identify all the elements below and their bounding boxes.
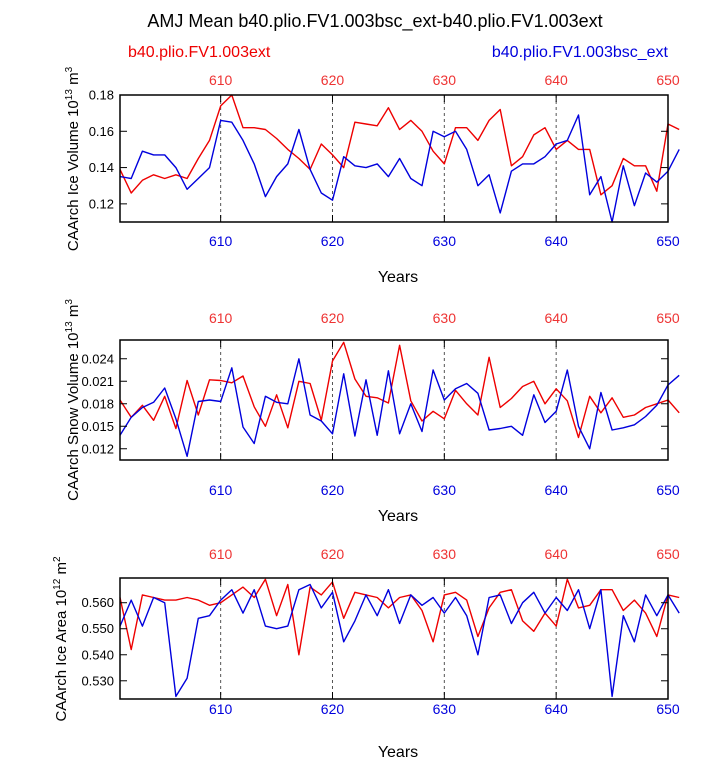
y-axis-label-part: m	[65, 305, 82, 322]
series-line-red	[119, 578, 680, 656]
y-tick-label: 0.015	[81, 419, 114, 434]
plot-frame	[119, 94, 669, 223]
legend-left: b40.plio.FV1.003ext	[128, 44, 271, 61]
x-tick-label-bottom: 640	[544, 233, 568, 249]
panel-2: 0.012 0.015 0.018 0.021 0.024 610 610 620 620 630…	[64, 299, 680, 525]
y-tick-label: 0.16	[89, 124, 114, 139]
x-tick-label-top: 630	[433, 546, 457, 562]
x-tick-label-top: 640	[544, 72, 568, 88]
y-tick-label: 0.14	[89, 160, 114, 175]
x-tick-label-bottom: 650	[656, 701, 680, 717]
panel-1: 0.12 0.14 0.16 0.18 610 610 620 620 630 630 640 640…	[64, 66, 680, 286]
x-tick-label-bottom: 620	[321, 233, 345, 249]
series-line-blue	[119, 358, 680, 457]
y-tick-label: 0.550	[81, 621, 114, 636]
y-tick-label: 0.12	[89, 196, 114, 211]
y-tick-label: 0.024	[81, 351, 114, 366]
plot-frame	[119, 339, 669, 461]
y-tick-label: 0.018	[81, 396, 114, 411]
x-tick-label-bottom: 620	[321, 701, 345, 717]
y-tick-label: 0.530	[81, 673, 114, 688]
x-tick-label-bottom: 610	[209, 233, 233, 249]
x-tick-label-top: 650	[656, 546, 680, 562]
x-tick-label-top: 650	[656, 72, 680, 88]
x-tick-label-bottom: 630	[433, 233, 457, 249]
y-tick-label: 0.18	[89, 88, 114, 103]
x-tick-label-top: 610	[209, 310, 233, 326]
x-tick-label-bottom: 630	[433, 482, 457, 498]
x-tick-label-bottom: 650	[656, 482, 680, 498]
x-tick-label-top: 640	[544, 546, 568, 562]
x-axis-label: Years	[378, 269, 418, 286]
x-axis-label: Years	[378, 508, 418, 525]
series-line-red	[119, 341, 680, 439]
y-axis-label-part: 2	[52, 556, 63, 562]
x-tick-label-bottom: 620	[321, 482, 345, 498]
series-line-blue	[119, 114, 680, 223]
y-axis-label-part: 13	[64, 89, 75, 101]
y-axis-label-part: 13	[64, 321, 75, 333]
y-axis-label: CAArch Ice Volume 1013 m3	[64, 66, 82, 251]
plot-frame	[119, 577, 669, 700]
x-tick-label-bottom: 610	[209, 482, 233, 498]
x-axis-label: Years	[378, 744, 418, 759]
y-axis-label-part: m	[65, 72, 82, 89]
x-tick-label-top: 630	[433, 310, 457, 326]
y-tick-label: 0.012	[81, 441, 114, 456]
y-axis-label-part: CAArch Snow Volume 10	[65, 332, 82, 500]
legend-right: b40.plio.FV1.003bsc_ext	[492, 44, 669, 61]
y-tick-label: 0.540	[81, 647, 114, 662]
x-tick-label-bottom: 650	[656, 233, 680, 249]
y-axis-label: CAArch Ice Area 1012 m2	[52, 556, 70, 722]
y-axis-label-part: CAArch Ice Area 10	[53, 590, 70, 722]
panel-3: 0.530 0.540 0.550 0.560 610 610 620 620 630 630 64…	[52, 546, 680, 759]
series-line-blue	[119, 583, 680, 698]
x-tick-label-top: 630	[433, 72, 457, 88]
x-tick-label-bottom: 630	[433, 701, 457, 717]
y-axis-label-part: 3	[64, 299, 75, 305]
y-tick-label: 0.560	[81, 595, 114, 610]
x-tick-label-top: 620	[321, 72, 345, 88]
x-tick-label-top: 610	[209, 546, 233, 562]
y-axis-label-part: 12	[52, 578, 63, 590]
x-tick-label-top: 610	[209, 72, 233, 88]
series-line-red	[119, 94, 680, 196]
x-tick-label-top: 650	[656, 310, 680, 326]
y-tick-label: 0.021	[81, 374, 114, 389]
chart-title: AMJ Mean b40.plio.FV1.003bsc_ext-b40.pli…	[147, 11, 602, 32]
x-tick-label-top: 620	[321, 546, 345, 562]
x-tick-label-top: 620	[321, 310, 345, 326]
x-tick-label-bottom: 640	[544, 701, 568, 717]
y-axis-label-part: m	[53, 562, 70, 579]
x-tick-label-bottom: 610	[209, 701, 233, 717]
y-axis-label-part: 3	[64, 66, 75, 72]
y-axis-label-part: CAArch Ice Volume 10	[65, 100, 82, 251]
x-tick-label-bottom: 640	[544, 482, 568, 498]
y-axis-label: CAArch Snow Volume 1013 m3	[64, 299, 82, 501]
x-tick-label-top: 640	[544, 310, 568, 326]
